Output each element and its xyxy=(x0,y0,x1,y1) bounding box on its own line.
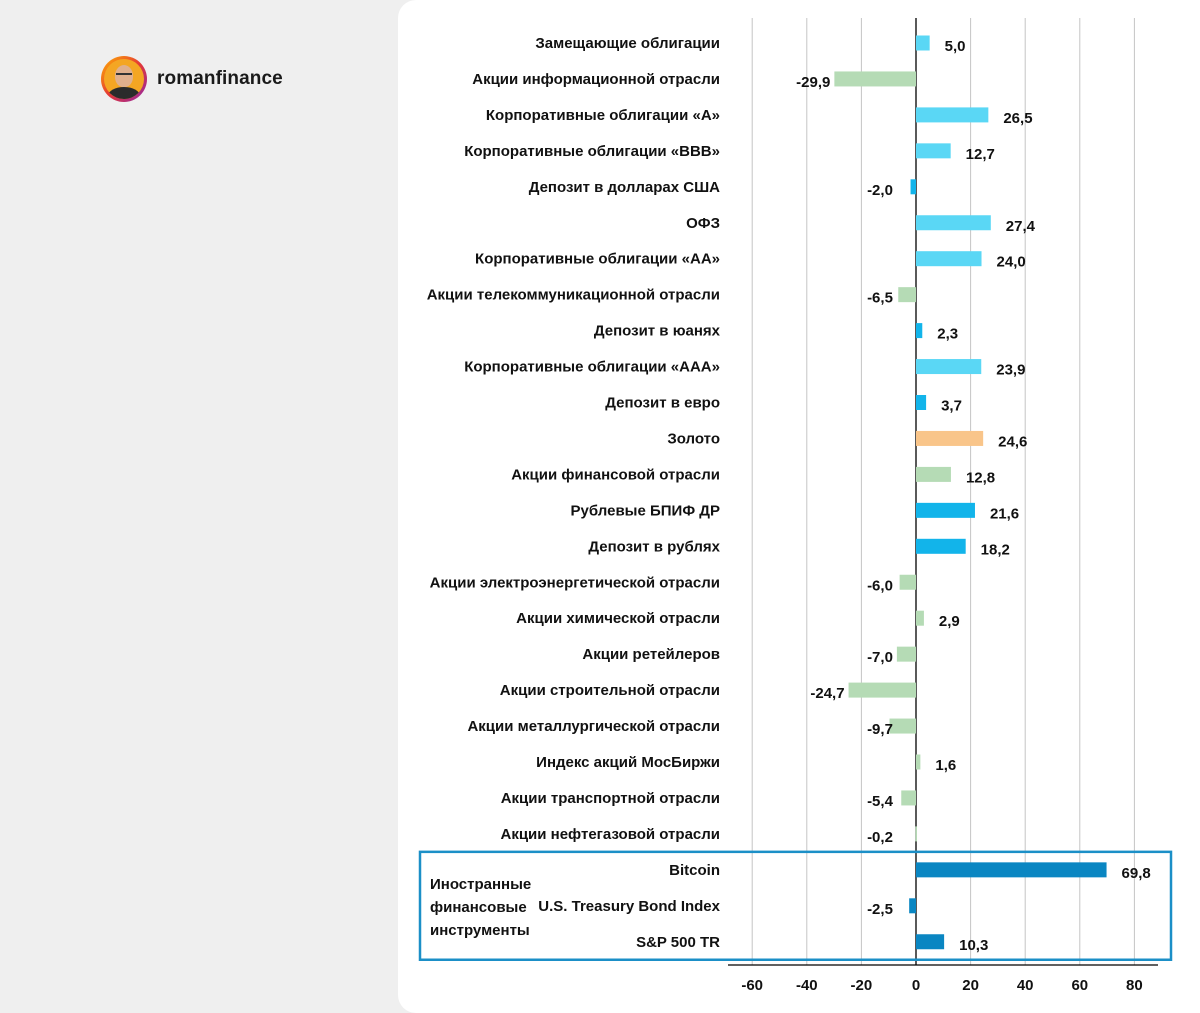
value-label: 23,9 xyxy=(996,362,1025,379)
x-tick-label: 60 xyxy=(1071,977,1088,994)
bar xyxy=(916,143,951,159)
bar xyxy=(899,574,916,590)
category-label: S&P 500 TR xyxy=(636,934,720,951)
chart-card: -60 -40 -20 0 20 40 60 80 Замещающие облигации 5,… xyxy=(398,0,1200,1013)
value-label: 18,2 xyxy=(981,541,1010,558)
bar xyxy=(916,754,921,770)
group-box xyxy=(418,850,1173,961)
value-label: 12,8 xyxy=(966,469,995,486)
avatar-photo xyxy=(104,59,144,99)
value-label: 69,8 xyxy=(1122,865,1151,882)
x-tick-label: -20 xyxy=(851,977,873,994)
category-label: Акции финансовой отрасли xyxy=(511,466,720,483)
category-label: Корпоративные облигации «А» xyxy=(486,107,720,124)
bar xyxy=(910,179,916,195)
bar xyxy=(916,359,982,375)
category-label: Акции телекоммуникационной отрасли xyxy=(427,287,720,304)
group-label: Иностранные xyxy=(430,876,531,893)
value-label: 10,3 xyxy=(959,937,988,954)
x-tick-label: 0 xyxy=(912,977,920,994)
value-label: 3,7 xyxy=(941,398,962,415)
bar xyxy=(916,430,984,446)
value-label: 21,6 xyxy=(990,505,1019,522)
value-label: 27,4 xyxy=(1006,218,1036,235)
bar xyxy=(916,466,951,482)
bar xyxy=(916,395,927,410)
group-label: инструменты xyxy=(430,922,530,939)
value-label: 1,6 xyxy=(935,757,956,774)
brand-name[interactable]: romanfinance xyxy=(157,68,283,89)
category-label: Акции строительной отрасли xyxy=(500,682,720,699)
category-label: Корпоративные облигации «АА» xyxy=(475,251,720,268)
category-label: Золото xyxy=(667,430,720,447)
bar xyxy=(916,934,945,950)
category-label: Акции нефтегазовой отрасли xyxy=(500,826,720,843)
value-label: 24,0 xyxy=(997,254,1026,271)
category-label: U.S. Treasury Bond Index xyxy=(538,898,720,915)
value-label: -7,0 xyxy=(867,649,893,666)
x-tick-label: -40 xyxy=(796,977,818,994)
x-tick-label: 40 xyxy=(1017,977,1034,994)
bar xyxy=(916,862,1107,878)
value-label: -6,0 xyxy=(867,577,893,594)
category-label: Рублевые БПИФ ДР xyxy=(571,502,720,519)
category-label: Bitcoin xyxy=(669,862,720,879)
bar xyxy=(901,790,916,806)
bar xyxy=(915,826,917,842)
bar xyxy=(848,682,916,698)
category-label: Акции металлургической отрасли xyxy=(467,718,720,735)
x-tick-label: -60 xyxy=(741,977,763,994)
category-label: Акции информационной отрасли xyxy=(472,71,720,88)
value-label: 24,6 xyxy=(998,433,1027,450)
value-label: -6,5 xyxy=(867,290,893,307)
bar xyxy=(916,35,930,51)
bar xyxy=(916,610,924,626)
category-label: Акции электроэнергетической отрасли xyxy=(430,574,720,591)
bar xyxy=(896,646,916,662)
category-label: Депозит в юанях xyxy=(594,323,721,340)
avatar[interactable] xyxy=(101,56,147,102)
bar xyxy=(916,251,982,267)
bar xyxy=(834,71,916,87)
bar xyxy=(916,502,975,518)
category-label: Акции ретейлеров xyxy=(582,646,720,663)
value-label: -2,0 xyxy=(867,182,893,199)
bar xyxy=(916,107,989,123)
bar xyxy=(889,718,916,734)
category-label: Депозит в евро xyxy=(605,395,720,412)
category-label: Депозит в рублях xyxy=(588,538,720,555)
value-label: 2,3 xyxy=(937,326,958,343)
bar xyxy=(909,898,916,914)
value-label: -0,2 xyxy=(867,829,893,846)
bar xyxy=(916,538,966,554)
value-label: -24,7 xyxy=(810,685,844,702)
x-tick-label: 20 xyxy=(962,977,979,994)
value-label: 26,5 xyxy=(1003,110,1032,127)
category-label: Корпоративные облигации «BBB» xyxy=(464,143,720,160)
value-label: -2,5 xyxy=(867,901,893,918)
category-label: Депозит в долларах США xyxy=(529,179,720,196)
category-label: Индекс акций МосБиржи xyxy=(536,754,720,771)
value-label: 12,7 xyxy=(966,146,995,163)
category-label: Акции транспортной отрасли xyxy=(501,790,720,807)
bar xyxy=(916,323,923,339)
bar-chart: -60 -40 -20 0 20 40 60 80 Замещающие облигации 5,… xyxy=(418,18,1173,994)
x-tick-label: 80 xyxy=(1126,977,1143,994)
category-label: Корпоративные облигации «ААА» xyxy=(464,359,720,376)
category-label: Акции химической отрасли xyxy=(516,610,720,627)
value-label: -9,7 xyxy=(867,721,893,738)
group-label: финансовые xyxy=(430,899,527,916)
value-label: 5,0 xyxy=(945,38,966,55)
value-label: -5,4 xyxy=(867,793,894,810)
bar xyxy=(916,215,991,231)
category-label: Замещающие облигации xyxy=(535,35,720,52)
value-label: -29,9 xyxy=(796,74,830,91)
bar xyxy=(898,287,916,303)
brand[interactable]: romanfinance xyxy=(101,56,283,102)
value-label: 2,9 xyxy=(939,613,960,630)
category-label: ОФЗ xyxy=(686,215,720,232)
